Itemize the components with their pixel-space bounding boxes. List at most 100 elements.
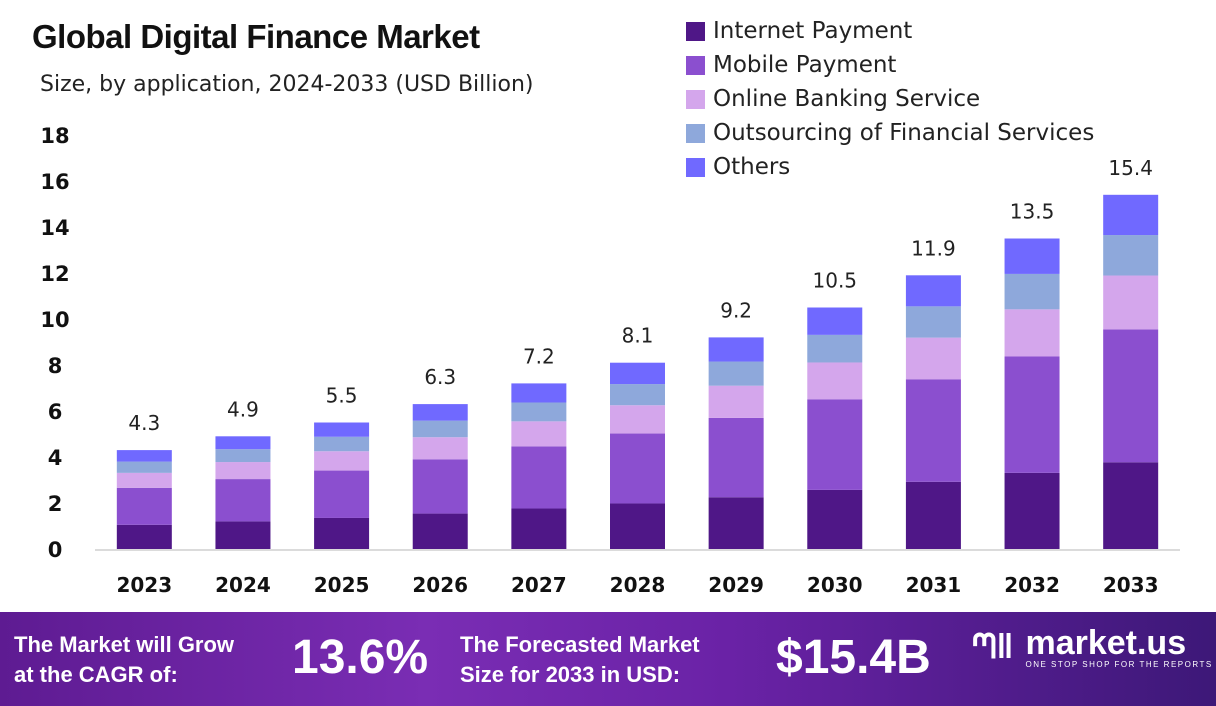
brand-tagline: ONE STOP SHOP FOR THE REPORTS [1025, 660, 1213, 669]
bar-segment [905, 337, 961, 380]
y-tick-label: 2 [48, 492, 63, 516]
total-data-label: 4.3 [128, 411, 160, 435]
bar-segment [905, 379, 961, 482]
cagr-label-line1: The Market will Grow [14, 632, 235, 657]
bar-segment [1004, 356, 1060, 473]
legend-swatch [686, 89, 705, 109]
y-tick-label: 4 [48, 446, 63, 470]
bar-segment [215, 521, 271, 549]
total-data-label: 13.5 [1010, 200, 1055, 224]
bar-segment [708, 417, 764, 498]
x-tick-label: 2023 [116, 573, 172, 597]
chart-title: Global Digital Finance Market [32, 18, 480, 55]
bar-segment [314, 517, 370, 549]
bar-segment [215, 436, 271, 450]
legend-swatch [686, 157, 705, 177]
x-tick-label: 2031 [906, 573, 962, 597]
bar-segment [905, 306, 961, 338]
bar-segment [412, 513, 468, 549]
total-data-label: 9.2 [720, 298, 752, 322]
legend-label: Mobile Payment [713, 52, 897, 78]
x-tick-label: 2026 [412, 573, 468, 597]
total-data-label: 10.5 [813, 269, 858, 293]
y-tick-label: 8 [48, 354, 63, 378]
y-tick-label: 6 [48, 400, 63, 424]
x-tick-label: 2025 [314, 573, 370, 597]
bar-segment [511, 446, 567, 509]
bar-segment [215, 449, 271, 463]
bar-segment [1004, 238, 1060, 274]
bar-segment [116, 472, 172, 488]
bar-segment [314, 422, 370, 437]
forecast-label-line2: Size for 2033 in USD: [460, 662, 681, 687]
x-tick-label: 2028 [610, 573, 666, 597]
bar-segment [511, 508, 567, 549]
cagr-label: The Market will Grow at the CAGR of: [14, 630, 234, 690]
legend-label: Others [713, 154, 791, 180]
bar-chart: 0 2 4 6 8 10 12 14 16 18 4.3 2023 4.9 2024 5.5 2025 6.3 2… [40, 124, 1180, 597]
y-tick-label: 10 [40, 308, 69, 332]
legend-item-internet-payment: Internet Payment [686, 14, 1094, 48]
bar-segment [610, 405, 665, 434]
brand-name: market.us [1025, 624, 1187, 662]
x-tick-label: 2030 [807, 573, 863, 597]
bar-segment [1103, 235, 1159, 276]
bar-segment [116, 450, 172, 462]
total-data-label: 11.9 [911, 236, 956, 260]
x-tick-label: 2033 [1103, 573, 1159, 597]
forecast-label: The Forecasted Market Size for 2033 in U… [460, 630, 700, 690]
bar-segment [511, 383, 567, 403]
bar-segment [1103, 462, 1159, 549]
x-tick-label: 2024 [215, 573, 271, 597]
legend: Internet Payment Mobile Payment Online B… [686, 14, 1094, 184]
bar-segment [412, 437, 468, 460]
cagr-value: 13.6% [292, 631, 429, 684]
cagr-label-line2: at the CAGR of: [14, 662, 178, 687]
y-tick-label: 18 [40, 124, 69, 148]
legend-swatch [686, 55, 705, 75]
total-data-label: 8.1 [622, 324, 654, 348]
bar-segment [314, 470, 370, 518]
bar-segment [511, 402, 567, 422]
bar-segment [1103, 275, 1159, 330]
legend-label: Online Banking Service [713, 86, 981, 112]
forecast-value: $15.4B [776, 631, 931, 684]
legend-item-mobile-payment: Mobile Payment [686, 48, 1094, 82]
market-us-logo-icon: ᘉǁ [972, 628, 1014, 666]
y-tick-label: 12 [40, 262, 69, 286]
legend-label: Outsourcing of Financial Services [713, 120, 1095, 146]
bar-segment [807, 334, 863, 363]
bar-segment [412, 420, 468, 438]
bar-segment [610, 503, 665, 549]
total-data-label: 5.5 [326, 384, 358, 408]
bar-segment [412, 459, 468, 514]
total-data-label: 7.2 [523, 344, 555, 368]
bar-segment [215, 479, 271, 522]
forecast-label-line1: The Forecasted Market [460, 632, 700, 657]
bar-segment [314, 436, 370, 452]
bar-segment [610, 384, 665, 406]
bar-segment [905, 481, 961, 549]
bar-segment [905, 275, 961, 307]
bar-segment [708, 497, 764, 549]
brand-logo: ᘉǁ market.us ONE STOP SHOP FOR THE REPOR… [972, 626, 1213, 669]
bar-segment [412, 404, 468, 421]
x-tick-label: 2027 [511, 573, 567, 597]
bar-segment [116, 487, 172, 525]
bar-segment [1004, 273, 1060, 310]
x-tick-label: 2029 [708, 573, 764, 597]
y-tick-label: 14 [40, 216, 69, 240]
y-tick-label: 0 [48, 538, 63, 562]
bar-segment [610, 362, 665, 385]
legend-swatch [686, 123, 705, 143]
legend-swatch [686, 21, 705, 41]
y-tick-label: 16 [40, 170, 69, 194]
bar-segment [708, 337, 764, 362]
footer-banner: The Market will Grow at the CAGR of: 13.… [0, 612, 1216, 706]
total-data-label: 6.3 [424, 365, 456, 389]
bar-segment [807, 489, 863, 549]
bar-segment [1004, 472, 1060, 549]
total-data-label: 15.4 [1108, 156, 1153, 180]
bar-segment [807, 399, 863, 490]
legend-item-outsourcing: Outsourcing of Financial Services [686, 116, 1094, 150]
